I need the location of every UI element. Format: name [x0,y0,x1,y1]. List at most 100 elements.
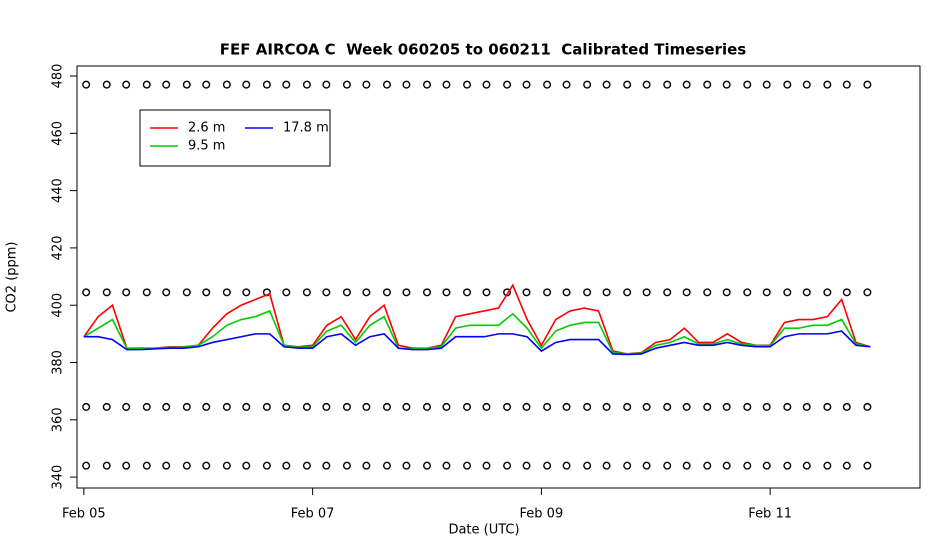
calibration-point [663,80,672,89]
calibration-point [463,80,472,89]
calibration-point [743,461,752,470]
calibration-point [142,288,151,297]
calibration-point [663,402,672,411]
calibration-point [682,288,691,297]
calibration-point [823,288,832,297]
calibration-point [202,461,211,470]
calibration-point [382,288,391,297]
calibration-point [322,461,331,470]
calibration-point [262,461,271,470]
calibration-point [162,80,171,89]
calibration-point [402,402,411,411]
calibration-point [703,461,712,470]
calibration-point [842,80,851,89]
calibration-point [182,402,191,411]
calibration-point [762,461,771,470]
calibration-point [602,288,611,297]
calibration-point [382,80,391,89]
calibration-point [442,288,451,297]
calibration-point [442,402,451,411]
calibration-point [282,402,291,411]
y-tick-label: 360 [51,407,66,432]
calibration-point [202,80,211,89]
calibration-point [623,461,632,470]
calibration-point [302,461,311,470]
calibration-point [242,402,251,411]
calibration-point [342,461,351,470]
calibration-point [543,402,552,411]
calibration-point [663,461,672,470]
legend-label: 9.5 m [188,139,225,154]
calibration-point [623,288,632,297]
calibration-point [602,461,611,470]
calibration-point [703,80,712,89]
calibration-point [162,288,171,297]
calibration-point [222,80,231,89]
calibration-point [642,288,651,297]
calibration-point [602,80,611,89]
calibration-point [222,461,231,470]
calibration-point [142,402,151,411]
calibration-point [322,402,331,411]
calibration-point [482,402,491,411]
calibration-point [583,288,592,297]
calibration-point [722,80,731,89]
calibration-point [863,402,872,411]
calibration-point [282,461,291,470]
x-axis-label: Date (UTC) [448,523,519,538]
calibration-point [642,402,651,411]
calibration-point [823,402,832,411]
y-axis-label: CO2 (ppm) [5,241,20,312]
calibration-point [562,461,571,470]
calibration-point [482,80,491,89]
calibration-point [823,461,832,470]
calibration-point [482,461,491,470]
calibration-point [802,288,811,297]
x-tick-label: Feb 11 [748,507,792,522]
calibration-point [762,402,771,411]
calibration-point [682,461,691,470]
calibration-point [543,80,552,89]
y-tick-label: 480 [51,64,66,89]
calibration-point [463,461,472,470]
calibration-point [142,80,151,89]
calibration-point [583,461,592,470]
calibration-point [82,80,91,89]
calibration-point [102,288,111,297]
calibration-point [182,288,191,297]
calibration-point [342,288,351,297]
calibration-point [342,80,351,89]
calibration-point [562,288,571,297]
calibration-point [362,288,371,297]
calibration-point [202,288,211,297]
calibration-point [282,80,291,89]
calibration-point [842,461,851,470]
calibration-point [783,461,792,470]
legend-label: 2.6 m [188,121,225,136]
calibration-point [743,80,752,89]
calibration-point [802,80,811,89]
calibration-point [602,402,611,411]
calibration-point [442,461,451,470]
calibration-point [182,80,191,89]
calibration-point [262,80,271,89]
calibration-point [162,461,171,470]
calibration-point [583,80,592,89]
calibration-point [762,80,771,89]
y-tick-label: 340 [51,465,66,490]
calibration-point [122,80,131,89]
calibration-point [503,461,512,470]
calibration-point [122,461,131,470]
calibration-point [322,80,331,89]
legend-label: 17.8 m [283,121,329,136]
calibration-point [522,402,531,411]
calibration-point [522,288,531,297]
calibration-point [682,402,691,411]
chart-title: FEF AIRCOA C Week 060205 to 060211 Calib… [220,41,746,59]
calibration-point [503,80,512,89]
calibration-point [362,461,371,470]
calibration-point [842,402,851,411]
calibration-point [722,288,731,297]
calibration-point [82,402,91,411]
